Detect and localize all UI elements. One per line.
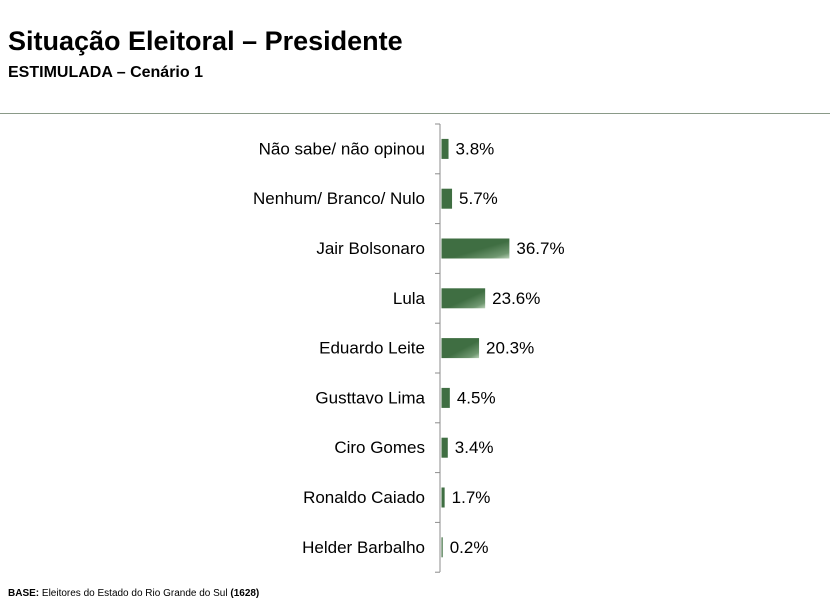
bar	[441, 387, 450, 408]
category-label: Jair Bolsonaro	[316, 239, 425, 258]
category-label: Eduardo Leite	[319, 339, 425, 358]
value-label: 4.5%	[457, 388, 496, 407]
value-label: 36.7%	[516, 239, 564, 258]
bar	[441, 288, 486, 309]
category-label: Não sabe/ não opinou	[259, 139, 425, 158]
value-label: 3.4%	[455, 438, 494, 457]
category-label: Gusttavo Lima	[315, 388, 425, 407]
value-label: 5.7%	[459, 189, 498, 208]
value-label: 0.2%	[450, 538, 489, 557]
base-text: Eleitores do Estado do Rio Grande do Sul	[39, 588, 231, 599]
page-title: Situação Eleitoral – Presidente	[8, 26, 403, 56]
category-label: Ronaldo Caiado	[303, 488, 425, 507]
bar	[441, 338, 480, 359]
category-label: Helder Barbalho	[302, 538, 425, 557]
base-footnote: BASE: Eleitores do Estado do Rio Grande …	[8, 588, 259, 599]
base-count: (1628)	[230, 588, 260, 599]
bar	[441, 238, 510, 259]
page-subtitle: ESTIMULADA – Cenário 1	[8, 64, 203, 81]
base-label: BASE:	[8, 588, 40, 599]
category-label: Nenhum/ Branco/ Nulo	[253, 189, 425, 208]
bar	[441, 437, 448, 458]
bar	[441, 487, 445, 508]
category-label: Lula	[393, 289, 426, 308]
bar	[441, 138, 449, 159]
value-label: 1.7%	[452, 488, 491, 507]
bar	[441, 188, 453, 209]
bar	[441, 537, 443, 558]
value-label: 23.6%	[492, 289, 540, 308]
category-label: Ciro Gomes	[334, 438, 425, 457]
value-label: 3.8%	[456, 139, 495, 158]
value-label: 20.3%	[486, 339, 534, 358]
header-divider	[0, 113, 830, 114]
